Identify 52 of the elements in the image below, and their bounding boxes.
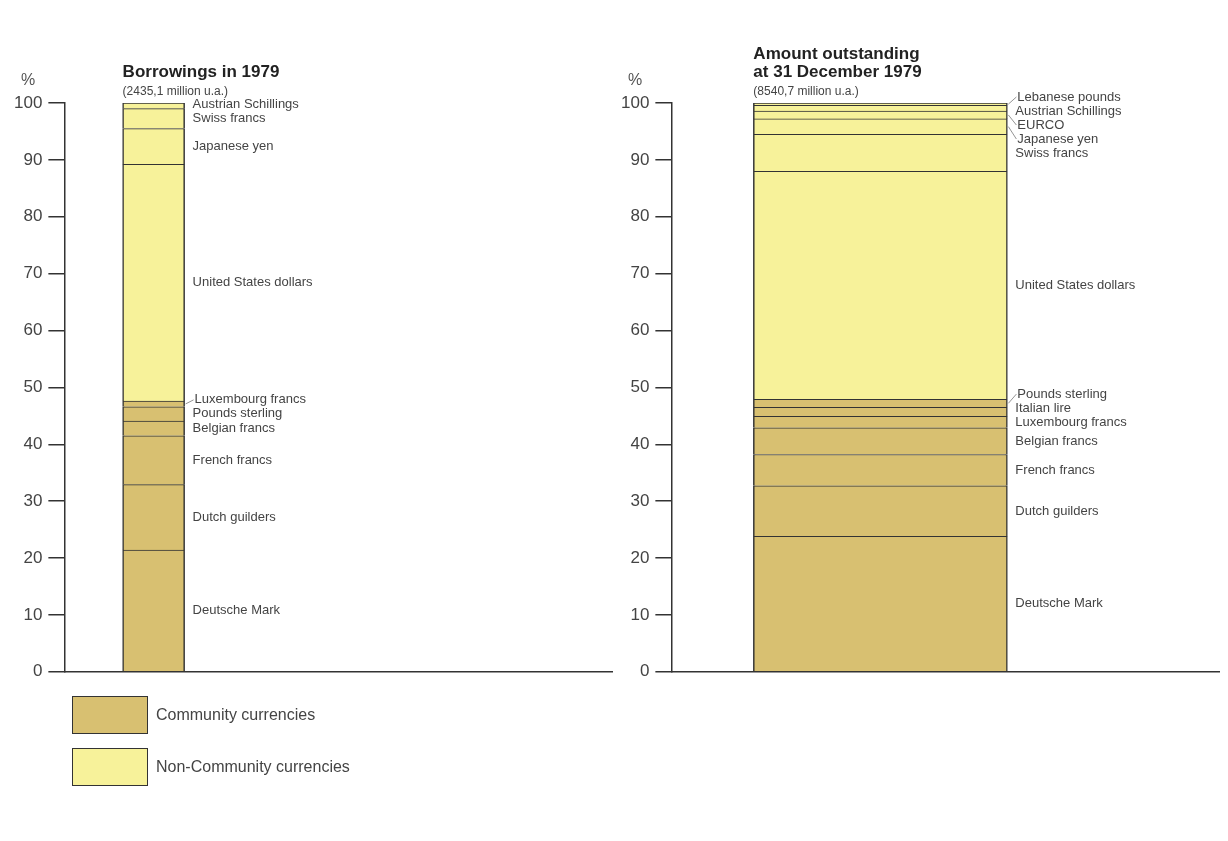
series-label: United States dollars bbox=[192, 274, 314, 290]
y-tick-label: 70 bbox=[23, 263, 43, 283]
y-axis-title: % bbox=[627, 71, 643, 88]
series-label: Swiss francs bbox=[192, 110, 267, 126]
y-tick-label: 100 bbox=[620, 92, 650, 112]
series-label: Lebanese pounds bbox=[1017, 88, 1122, 104]
y-tick-label: 100 bbox=[13, 92, 43, 112]
series-label: Japanese yen bbox=[1017, 130, 1099, 146]
y-tick-label: 60 bbox=[23, 320, 43, 340]
series-label: Dutch guilders bbox=[192, 508, 277, 524]
y-tick-label: 0 bbox=[32, 661, 43, 681]
y-axis-title: % bbox=[20, 71, 36, 88]
series-label: French francs bbox=[1015, 461, 1096, 477]
series-label: Dutch guilders bbox=[1015, 502, 1099, 518]
y-tick-label: 80 bbox=[23, 206, 43, 226]
series-label: Pounds sterling bbox=[192, 405, 283, 421]
y-tick-label: 30 bbox=[23, 490, 43, 510]
series-label: Japanese yen bbox=[192, 138, 274, 154]
y-tick-label: 10 bbox=[23, 604, 43, 624]
y-tick-label: 30 bbox=[630, 490, 650, 510]
series-label: Austrian Schillings bbox=[192, 96, 300, 112]
series-label: EURCO bbox=[1017, 116, 1065, 132]
y-tick-label: 80 bbox=[630, 206, 650, 226]
series-label: Belgian francs bbox=[1015, 432, 1099, 448]
y-tick-label: 90 bbox=[630, 149, 650, 169]
series-label: Deutsche Mark bbox=[192, 602, 281, 618]
y-tick-label: 60 bbox=[630, 320, 650, 340]
y-tick-label: 40 bbox=[23, 433, 43, 453]
chart-subtitle: (8540,7 million u.a.) bbox=[753, 84, 859, 98]
y-tick-label: 90 bbox=[23, 149, 43, 169]
chart-title: Borrowings in 1979 bbox=[122, 62, 280, 81]
y-tick-label: 50 bbox=[630, 377, 650, 397]
series-label: Austrian Schillings bbox=[1015, 102, 1123, 118]
y-tick-label: 0 bbox=[639, 661, 650, 681]
y-tick-label: 10 bbox=[630, 604, 650, 624]
y-tick-label: 70 bbox=[630, 263, 650, 283]
series-label: Luxembourg francs bbox=[194, 391, 307, 407]
chart-subtitle: (2435,1 million u.a.) bbox=[122, 84, 229, 98]
y-tick-label: 50 bbox=[23, 377, 43, 397]
series-label: Italian lire bbox=[1015, 399, 1072, 415]
y-tick-label: 20 bbox=[630, 547, 650, 567]
text: Non-Community currencies bbox=[156, 758, 350, 776]
y-tick-label: 20 bbox=[23, 547, 43, 567]
series-label: Luxembourg francs bbox=[1015, 413, 1128, 429]
series-label: United States dollars bbox=[1015, 276, 1136, 292]
chart-title: Amount outstanding at 31 December 1979 bbox=[753, 44, 922, 81]
series-label: Deutsche Mark bbox=[1015, 595, 1104, 611]
text: Community currencies bbox=[156, 706, 316, 724]
series-label: Belgian francs bbox=[192, 419, 276, 435]
series-label: Pounds sterling bbox=[1017, 385, 1107, 401]
y-tick-label: 40 bbox=[630, 433, 650, 453]
series-label: French francs bbox=[192, 451, 273, 467]
